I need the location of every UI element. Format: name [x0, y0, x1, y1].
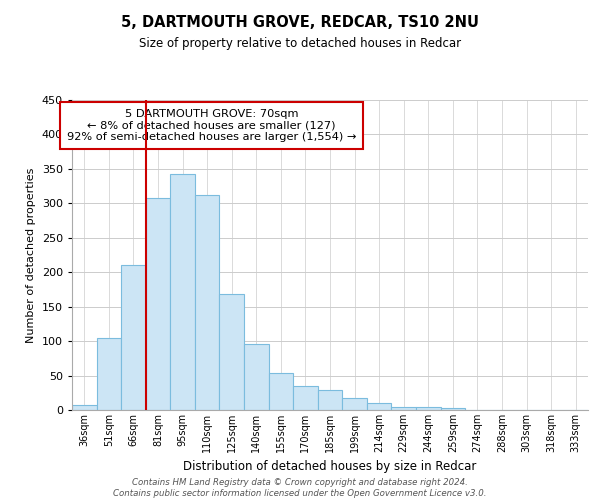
Bar — [367, 403, 391, 410]
Bar — [72, 405, 97, 410]
Bar — [391, 406, 416, 410]
Text: 5 DARTMOUTH GROVE: 70sqm
← 8% of detached houses are smaller (127)
92% of semi-d: 5 DARTMOUTH GROVE: 70sqm ← 8% of detache… — [67, 110, 356, 142]
Bar — [318, 390, 342, 410]
Bar — [170, 174, 195, 410]
Text: Size of property relative to detached houses in Redcar: Size of property relative to detached ho… — [139, 38, 461, 51]
Bar — [121, 266, 146, 410]
Y-axis label: Number of detached properties: Number of detached properties — [26, 168, 36, 342]
Bar — [146, 198, 170, 410]
Bar — [269, 374, 293, 410]
Bar — [220, 294, 244, 410]
Text: 5, DARTMOUTH GROVE, REDCAR, TS10 2NU: 5, DARTMOUTH GROVE, REDCAR, TS10 2NU — [121, 15, 479, 30]
Bar — [97, 338, 121, 410]
X-axis label: Distribution of detached houses by size in Redcar: Distribution of detached houses by size … — [184, 460, 476, 473]
Text: Contains HM Land Registry data © Crown copyright and database right 2024.
Contai: Contains HM Land Registry data © Crown c… — [113, 478, 487, 498]
Bar — [293, 386, 318, 410]
Bar — [195, 195, 220, 410]
Bar — [244, 344, 269, 410]
Bar — [416, 406, 440, 410]
Bar — [342, 398, 367, 410]
Bar — [440, 408, 465, 410]
